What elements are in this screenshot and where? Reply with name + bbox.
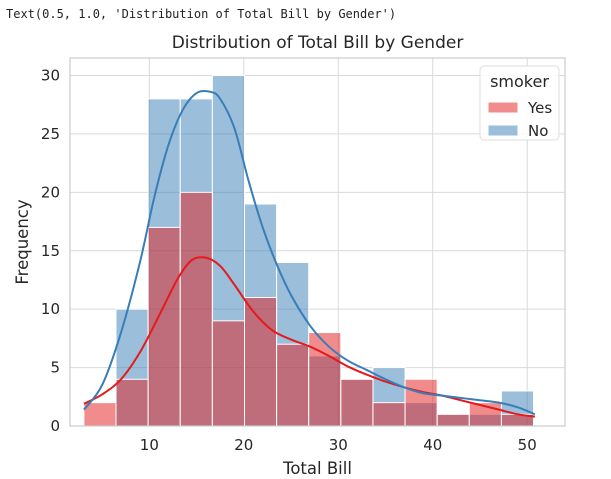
bar-yes [436,413,470,427]
y-tick-label: 0 [50,417,60,435]
y-tick-label: 10 [41,300,60,318]
bar-yes [115,378,149,427]
axes-frame [69,57,566,427]
bar-yes [179,191,213,427]
legend-swatch-no [487,124,519,137]
bar-yes [211,320,245,427]
bar-yes [404,378,438,427]
x-tick-label: 30 [329,436,348,454]
bar-yes [372,402,406,427]
y-tick-label: 20 [41,183,60,201]
legend-box [479,65,560,141]
y-tick-label: 25 [41,125,60,143]
chart-title: Distribution of Total Bill by Gender [172,33,464,53]
x-axis-label: Total Bill [282,459,352,478]
x-tick-label: 20 [234,436,253,454]
legend: smoker Yes No [479,65,560,141]
x-tick-label: 10 [140,436,159,454]
bar-yes [243,296,278,427]
output-text: Text(0.5, 1.0, 'Distribution of Total Bi… [6,7,397,21]
y-tick-label: 30 [41,67,60,85]
tick-labels: 10 20 30 40 50 0 5 10 15 20 25 30 [41,67,537,454]
y-tick-label: 5 [50,359,60,377]
kde-line-yes [83,256,536,418]
plot-frame [69,57,566,427]
legend-label-no: No [528,122,548,140]
kde-line-no [83,89,536,416]
bar-yes [340,378,374,427]
legend-title: smoker [490,72,549,91]
kde-lines [83,89,536,418]
bar-yes [308,332,342,427]
bar-yes [276,343,310,427]
x-tick-label: 40 [423,436,442,454]
x-tick-label: 50 [518,436,537,454]
legend-swatch-yes [487,101,519,114]
y-tick-label: 15 [41,242,60,260]
y-axis-label: Frequency [13,199,32,284]
bar-yes [83,402,117,427]
legend-label-yes: Yes [527,99,552,117]
bars-series-yes [83,191,535,427]
